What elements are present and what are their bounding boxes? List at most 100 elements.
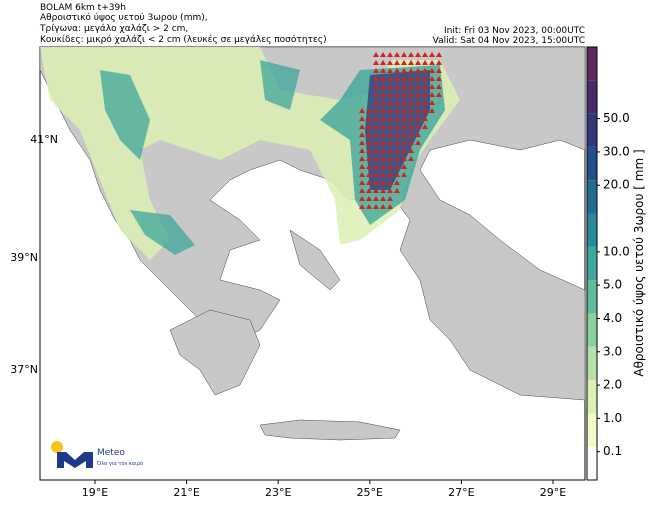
hail-triangle bbox=[373, 76, 379, 81]
hail-triangle bbox=[373, 100, 379, 105]
colorbar-segment bbox=[587, 213, 597, 247]
colorbar-segment bbox=[587, 346, 597, 381]
header-line: Τρίγωνα: μεγάλο χαλάζι > 2 cm, bbox=[39, 24, 188, 34]
hail-triangle bbox=[422, 116, 428, 121]
hail-triangle bbox=[394, 52, 400, 57]
colorbar-tick-label: 4.0 bbox=[603, 311, 622, 325]
colorbar-tick-label: 1.0 bbox=[603, 411, 622, 425]
colorbar-tick-label: 0.1 bbox=[603, 444, 622, 458]
hail-triangle bbox=[359, 204, 365, 209]
hail-triangle bbox=[394, 76, 400, 81]
colorbar-frame bbox=[586, 46, 598, 481]
hail-triangle bbox=[436, 52, 442, 57]
hail-triangle bbox=[387, 84, 393, 89]
init-time: Init: Fri 03 Nov 2023, 00:00UTC bbox=[444, 26, 585, 36]
hail-triangle bbox=[401, 84, 407, 89]
hail-triangle bbox=[415, 68, 421, 73]
header-line: Κουκίδες: μικρό χαλάζι < 2 cm (λευκές σε… bbox=[40, 34, 327, 45]
logo-tagline: Όλα για τον καιρό bbox=[96, 460, 143, 467]
hail-triangle bbox=[366, 180, 372, 185]
hail-triangle bbox=[373, 60, 379, 65]
hail-triangle bbox=[408, 140, 414, 145]
hail-triangle bbox=[380, 52, 386, 57]
hail-triangle bbox=[373, 156, 379, 161]
hail-triangle bbox=[387, 132, 393, 137]
hail-triangle bbox=[380, 60, 386, 65]
hail-triangle bbox=[422, 92, 428, 97]
hail-triangle bbox=[394, 172, 400, 177]
logo-name: Meteo bbox=[97, 448, 125, 458]
hail-triangle bbox=[394, 116, 400, 121]
hail-triangle bbox=[415, 124, 421, 129]
hail-triangle bbox=[366, 132, 372, 137]
hail-triangle bbox=[373, 108, 379, 113]
hail-triangle bbox=[408, 116, 414, 121]
hail-triangle bbox=[387, 156, 393, 161]
hail-triangle bbox=[359, 108, 365, 113]
hail-triangle bbox=[401, 100, 407, 105]
hail-triangle bbox=[387, 100, 393, 105]
hail-triangle bbox=[387, 180, 393, 185]
hail-triangle bbox=[429, 108, 435, 113]
hail-triangle bbox=[415, 140, 421, 145]
hail-triangle bbox=[359, 140, 365, 145]
hail-triangle bbox=[380, 92, 386, 97]
hail-triangle bbox=[366, 148, 372, 153]
hail-triangle bbox=[359, 156, 365, 161]
hail-triangle bbox=[373, 124, 379, 129]
hail-triangle bbox=[422, 124, 428, 129]
colorbar-segment bbox=[587, 313, 597, 347]
lon-label: 27°E bbox=[448, 486, 474, 499]
hail-triangle bbox=[387, 164, 393, 169]
valid-time: Valid: Sat 04 Nov 2023, 15:00UTC bbox=[433, 36, 585, 46]
colorbar-segment bbox=[587, 446, 597, 480]
hail-triangle bbox=[415, 116, 421, 121]
hail-triangle bbox=[394, 140, 400, 145]
hail-triangle bbox=[387, 60, 393, 65]
hail-triangle bbox=[394, 132, 400, 137]
hail-triangle bbox=[415, 92, 421, 97]
hail-triangle bbox=[373, 84, 379, 89]
hail-triangle bbox=[401, 172, 407, 177]
lon-label: 29°E bbox=[540, 486, 566, 499]
hail-triangle bbox=[387, 204, 393, 209]
hail-triangle bbox=[387, 196, 393, 201]
hail-triangle bbox=[380, 188, 386, 193]
colorbar: 0.1 1.0 2.0 3.0 4.0 5.0 10.0 20.0 30.0 50.0 bbox=[586, 46, 630, 481]
hail-triangle bbox=[415, 60, 421, 65]
hail-triangle bbox=[436, 76, 442, 81]
hail-triangle bbox=[415, 76, 421, 81]
hail-triangle bbox=[387, 148, 393, 153]
lon-labels: 19°E 21°E 23°E 25°E 27°E 29°E bbox=[82, 480, 566, 499]
hail-triangle bbox=[387, 76, 393, 81]
hail-triangle bbox=[359, 116, 365, 121]
hail-triangle bbox=[359, 188, 365, 193]
hail-triangle bbox=[394, 84, 400, 89]
hail-triangle bbox=[387, 140, 393, 145]
hail-triangle bbox=[387, 52, 393, 57]
hail-triangle bbox=[401, 164, 407, 169]
header-line: Αθροιστικό ύψος υετού 3ωρου (mm), bbox=[40, 12, 208, 23]
hail-triangle bbox=[373, 132, 379, 137]
hail-triangle bbox=[401, 140, 407, 145]
hail-triangle bbox=[387, 116, 393, 121]
hail-triangle bbox=[408, 84, 414, 89]
hail-triangle bbox=[429, 68, 435, 73]
hail-triangle bbox=[422, 100, 428, 105]
hail-triangle bbox=[359, 124, 365, 129]
lon-label: 25°E bbox=[357, 486, 383, 499]
hail-triangle bbox=[422, 108, 428, 113]
evia bbox=[289, 229, 341, 291]
hail-triangle bbox=[380, 140, 386, 145]
hail-triangle bbox=[422, 76, 428, 81]
logo: Meteo Όλα για τον καιρό bbox=[51, 441, 143, 468]
hail-triangle bbox=[380, 68, 386, 73]
hail-triangle bbox=[429, 100, 435, 105]
hail-triangle bbox=[436, 60, 442, 65]
colorbar-tick-label: 50.0 bbox=[603, 111, 630, 125]
hail-triangle bbox=[380, 124, 386, 129]
hail-triangle bbox=[359, 172, 365, 177]
colorbar-segment bbox=[587, 246, 597, 281]
hail-triangle bbox=[422, 60, 428, 65]
colorbar-segment bbox=[587, 413, 597, 447]
